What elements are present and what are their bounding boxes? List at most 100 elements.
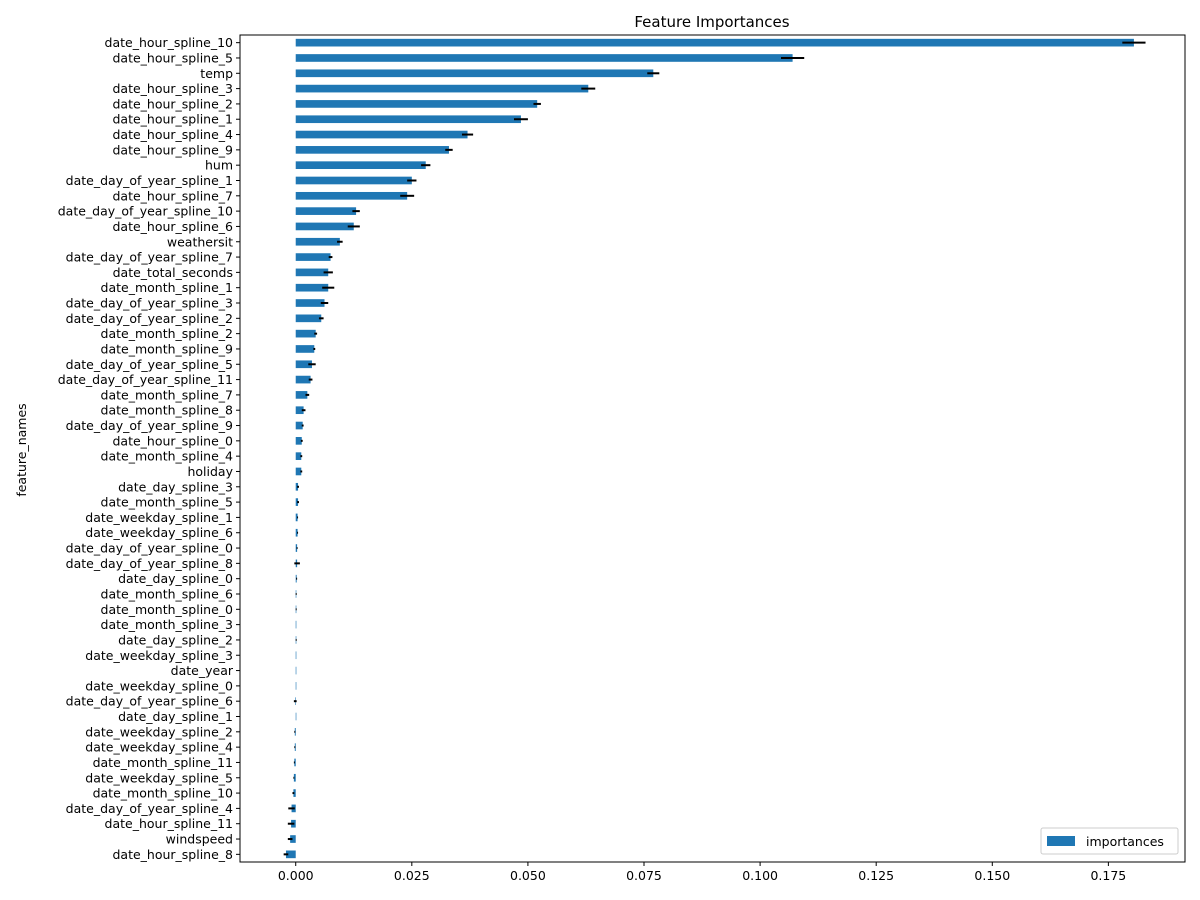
y-tick-label: date_day_of_year_spline_6 [66, 694, 233, 709]
bar [295, 421, 303, 430]
y-tick-label: date_day_spline_1 [118, 709, 233, 724]
y-tick-label: date_month_spline_9 [101, 341, 234, 356]
y-tick-label: date_month_spline_4 [101, 449, 234, 464]
chart-title: Feature Importances [634, 13, 789, 31]
bar [295, 54, 793, 62]
y-tick-label: date_day_of_year_spline_9 [66, 418, 233, 433]
bar [295, 69, 654, 78]
bar [295, 452, 302, 460]
bar [295, 84, 589, 93]
bar [294, 743, 296, 751]
bar [294, 758, 296, 767]
y-tick-label: date_day_of_year_spline_8 [66, 556, 233, 571]
y-tick-label: date_weekday_spline_1 [85, 510, 233, 525]
y-tick-label: date_month_spline_5 [101, 495, 233, 510]
y-tick-label: date_month_spline_2 [101, 326, 233, 341]
plot-frame [239, 34, 1186, 863]
plot-area: date_hour_spline_10date_hour_spline_5tem… [58, 34, 1186, 883]
bar [295, 176, 412, 185]
bar [295, 467, 302, 476]
bar [295, 115, 521, 124]
y-tick-label: date_month_spline_1 [101, 280, 233, 295]
bar [295, 712, 297, 721]
y-tick-label: date_month_spline_7 [101, 387, 233, 402]
bar [295, 314, 322, 323]
bar [293, 789, 296, 797]
y-tick-label: date_month_spline_10 [93, 786, 233, 801]
y-tick-label: date_day_of_year_spline_7 [66, 250, 233, 265]
y-tick-label: date_day_of_year_spline_0 [66, 541, 233, 556]
y-tick-label: date_hour_spline_4 [112, 127, 233, 142]
y-tick-label: holiday [187, 464, 233, 479]
bar [295, 237, 340, 246]
bar [295, 391, 308, 399]
y-tick-label: date_weekday_spline_5 [85, 770, 233, 785]
bar [285, 850, 296, 859]
x-tick-label: 0.025 [394, 868, 430, 883]
y-tick-label: date_weekday_spline_3 [85, 648, 233, 663]
y-tick-label: date_month_spline_8 [101, 403, 234, 418]
y-tick-label: date_year [171, 663, 234, 678]
bar [294, 728, 296, 736]
y-tick-label: date_weekday_spline_4 [85, 740, 233, 755]
bar [295, 222, 354, 231]
bar [295, 513, 298, 522]
x-tick-label: 0.050 [510, 868, 546, 883]
bar [295, 38, 1134, 47]
bar [295, 253, 331, 261]
bar [295, 146, 449, 154]
y-tick-label: hum [205, 158, 233, 173]
bar [295, 406, 304, 415]
y-tick-label: date_total_seconds [113, 265, 233, 280]
y-tick-label: date_month_spline_3 [101, 617, 233, 632]
bar [293, 773, 296, 782]
y-tick-label: date_hour_spline_1 [112, 112, 233, 127]
bar [295, 437, 302, 445]
legend-label: importances [1086, 834, 1164, 849]
y-tick-label: weathersit [167, 234, 233, 249]
bar [295, 528, 298, 537]
bar [295, 682, 297, 690]
y-tick-label: date_hour_spline_8 [112, 847, 233, 862]
y-tick-label: date_day_of_year_spline_4 [66, 801, 233, 816]
y-tick-label: date_day_of_year_spline_5 [66, 357, 233, 372]
bar [290, 835, 296, 843]
x-tick-label: 0.150 [974, 868, 1010, 883]
bar [295, 666, 297, 675]
y-tick-label: date_weekday_spline_6 [85, 525, 233, 540]
y-tick-label: date_day_of_year_spline_1 [66, 173, 233, 188]
y-tick-label: date_hour_spline_10 [105, 35, 234, 50]
bar [295, 100, 538, 108]
bar [295, 620, 297, 629]
y-tick-label: date_hour_spline_2 [112, 96, 233, 111]
x-tick-label: 0.075 [626, 868, 662, 883]
bar [295, 283, 329, 292]
y-tick-label: date_hour_spline_5 [112, 50, 233, 65]
bar [295, 651, 297, 660]
y-tick-label: date_month_spline_11 [93, 755, 233, 770]
legend-swatch [1047, 836, 1075, 846]
y-tick-label: date_day_spline_3 [118, 479, 233, 494]
bar [295, 574, 297, 583]
bar [295, 360, 312, 369]
bar [295, 375, 311, 384]
y-tick-label: windspeed [166, 832, 233, 847]
bar [295, 329, 316, 338]
y-tick-label: date_hour_spline_3 [112, 81, 233, 96]
y-tick-label: date_day_of_year_spline_3 [66, 296, 233, 311]
y-tick-label: date_day_spline_0 [118, 571, 233, 586]
bar [295, 299, 325, 307]
y-tick-label: date_hour_spline_0 [112, 433, 233, 448]
legend: importances [1040, 827, 1179, 855]
y-tick-label: temp [200, 66, 233, 81]
y-tick-label: date_month_spline_0 [101, 602, 234, 617]
y-tick-label: date_day_spline_2 [118, 632, 233, 647]
bar [295, 191, 408, 200]
bar [295, 207, 357, 215]
legend-frame [1040, 827, 1179, 855]
bar [295, 544, 298, 552]
y-tick-label: date_day_of_year_spline_10 [58, 204, 233, 219]
y-tick-label: date_weekday_spline_0 [85, 678, 233, 693]
